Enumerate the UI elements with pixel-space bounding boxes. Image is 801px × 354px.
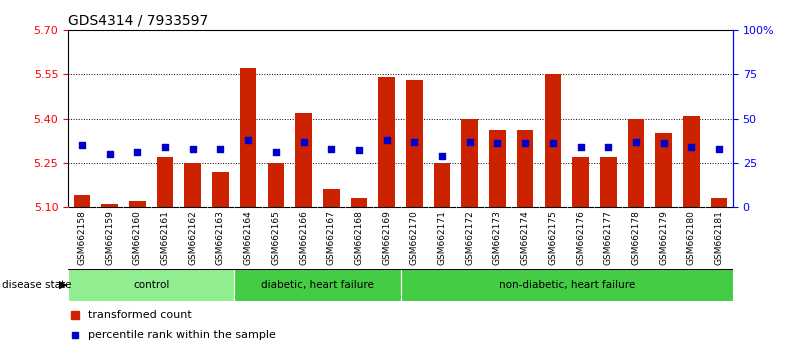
Text: GSM662166: GSM662166 [299,210,308,265]
Text: GSM662174: GSM662174 [521,210,529,265]
Bar [268,163,284,207]
Bar [545,74,562,207]
Bar [517,130,533,207]
Bar [68,269,235,301]
Text: percentile rank within the sample: percentile rank within the sample [88,330,276,341]
Point [297,139,310,144]
Text: GSM662177: GSM662177 [604,210,613,265]
Point [269,149,282,155]
Text: GSM662167: GSM662167 [327,210,336,265]
Text: GSM662164: GSM662164 [244,210,252,265]
Text: GSM662173: GSM662173 [493,210,502,265]
Bar [406,80,423,207]
Bar [235,269,400,301]
Text: GSM662176: GSM662176 [576,210,585,265]
Point [352,148,365,153]
Point [75,142,88,148]
Text: GSM662180: GSM662180 [687,210,696,265]
Bar [212,172,229,207]
Text: GSM662168: GSM662168 [355,210,364,265]
Text: control: control [133,280,169,290]
Text: GSM662169: GSM662169 [382,210,391,265]
Point [602,144,614,150]
Point [325,146,338,152]
Text: GSM662181: GSM662181 [714,210,723,265]
Text: GSM662162: GSM662162 [188,210,197,265]
Point [713,146,726,152]
Point [630,139,642,144]
Point [491,141,504,146]
Bar [710,198,727,207]
Point [463,139,476,144]
Point [546,141,559,146]
Point [658,141,670,146]
Bar [628,119,644,207]
Text: GSM662165: GSM662165 [272,210,280,265]
Point [436,153,449,159]
Point [380,137,393,143]
Text: GSM662161: GSM662161 [160,210,170,265]
Bar [157,157,173,207]
Text: transformed count: transformed count [88,310,191,320]
Point [574,144,587,150]
Bar [400,269,733,301]
Text: GSM662159: GSM662159 [105,210,114,265]
Point [519,141,532,146]
Text: GSM662158: GSM662158 [78,210,87,265]
Text: GSM662178: GSM662178 [631,210,641,265]
Point [159,144,171,150]
Bar [683,116,700,207]
Text: GSM662171: GSM662171 [437,210,446,265]
Bar [184,163,201,207]
Bar [129,201,146,207]
Point [214,146,227,152]
Text: GSM662170: GSM662170 [410,210,419,265]
Text: ▶: ▶ [59,280,68,290]
Bar [296,113,312,207]
Bar [74,195,91,207]
Bar [351,198,367,207]
Text: non-diabetic, heart failure: non-diabetic, heart failure [498,280,635,290]
Bar [323,189,340,207]
Text: disease state: disease state [2,280,71,290]
Bar [489,130,505,207]
Text: GSM662175: GSM662175 [549,210,557,265]
Bar [572,157,589,207]
Text: diabetic, heart failure: diabetic, heart failure [261,280,374,290]
Bar [655,133,672,207]
Bar [239,68,256,207]
Point [187,146,199,152]
Point [408,139,421,144]
Point [103,151,116,157]
Text: GSM662163: GSM662163 [216,210,225,265]
Point [685,144,698,150]
Text: GSM662172: GSM662172 [465,210,474,265]
Bar [378,77,395,207]
Text: GSM662179: GSM662179 [659,210,668,265]
Bar [434,163,450,207]
Point [242,137,255,143]
Text: GDS4314 / 7933597: GDS4314 / 7933597 [68,13,208,28]
Bar [461,119,478,207]
Point [131,149,143,155]
Bar [600,157,617,207]
Bar [101,204,118,207]
Text: GSM662160: GSM662160 [133,210,142,265]
